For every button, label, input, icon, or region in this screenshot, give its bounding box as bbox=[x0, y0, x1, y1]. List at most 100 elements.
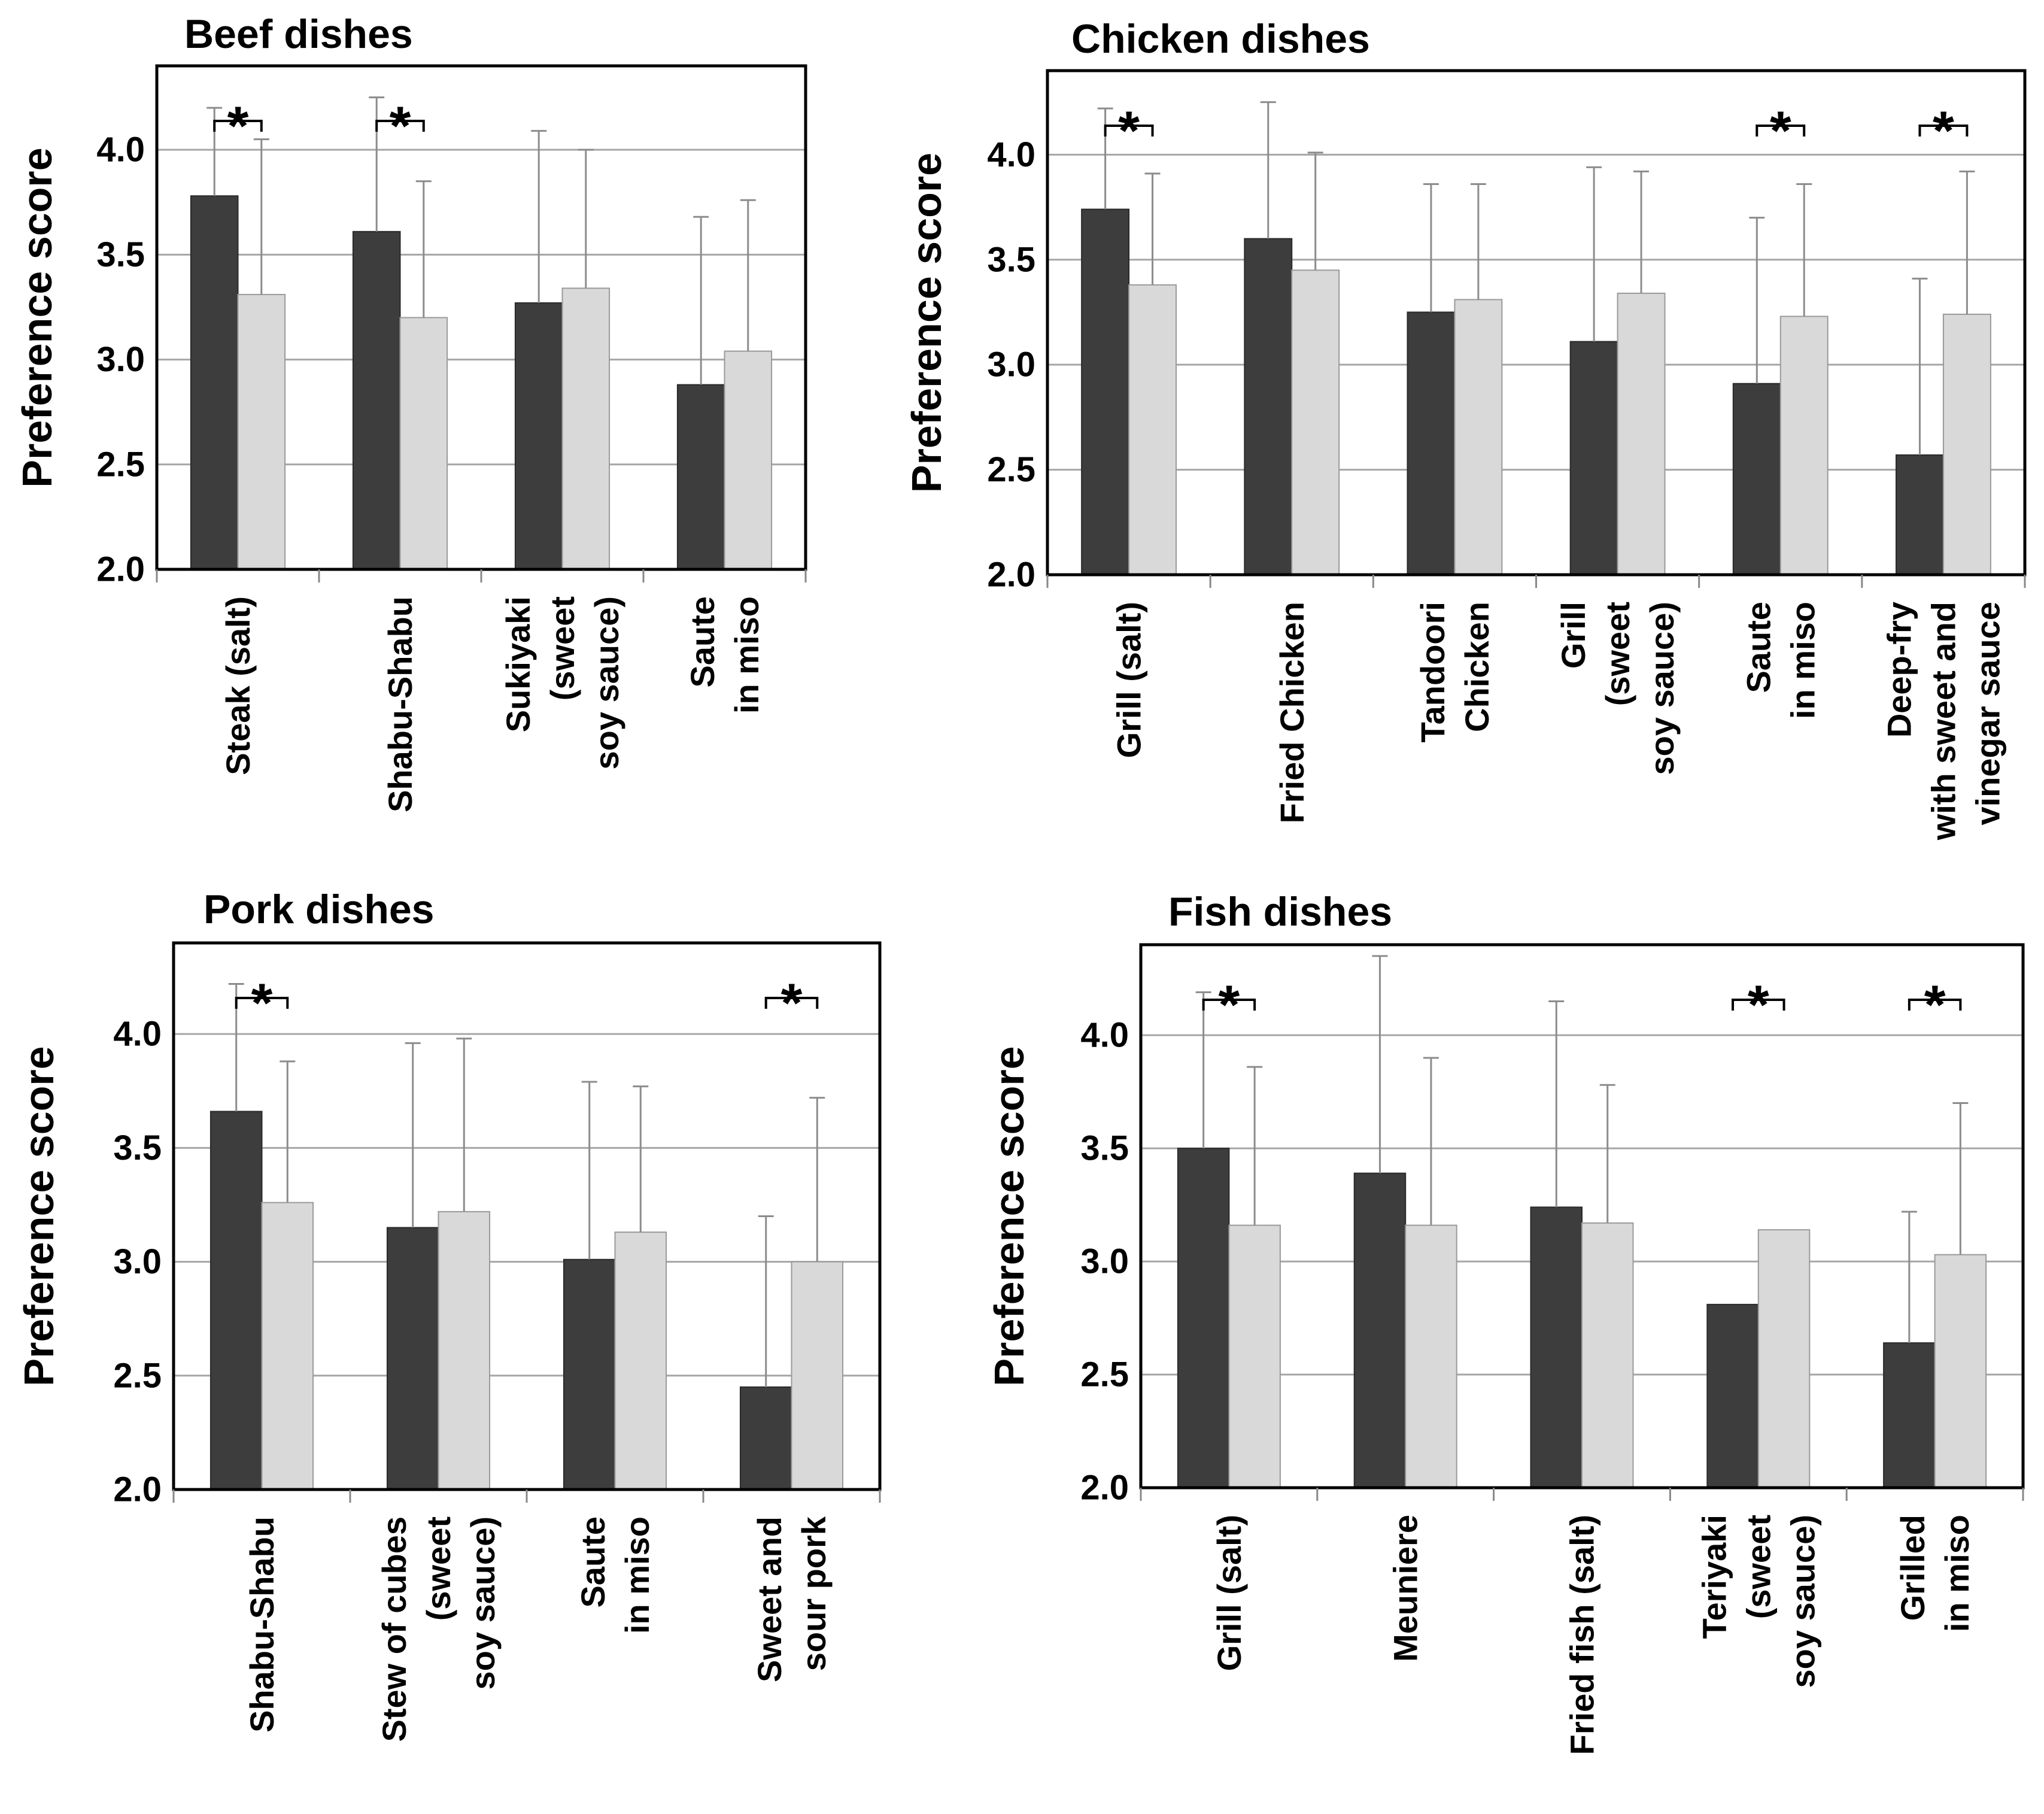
significance-star: * bbox=[1933, 101, 1954, 162]
bar-series1 bbox=[1883, 1342, 1936, 1488]
x-tick-label: in miso bbox=[728, 596, 766, 714]
x-tick-label: Stew of cubes bbox=[375, 1516, 413, 1742]
y-tick-label: 2.5 bbox=[987, 450, 1035, 489]
y-tick-label: 2.5 bbox=[96, 445, 145, 484]
y-tick-label: 4.0 bbox=[987, 135, 1035, 174]
bar-series1 bbox=[1530, 1206, 1583, 1488]
bar-series1 bbox=[1081, 208, 1130, 575]
y-tick-label: 4.0 bbox=[1080, 1016, 1129, 1055]
x-tick-label: (sweet bbox=[543, 596, 581, 700]
significance-star: * bbox=[390, 96, 411, 157]
bar-series1 bbox=[1244, 238, 1293, 575]
x-tick-label: vinegar sauce bbox=[1969, 602, 2006, 826]
bar-series2 bbox=[261, 1202, 314, 1491]
bar-series2 bbox=[1934, 1254, 1987, 1489]
bar-series1 bbox=[1569, 341, 1618, 575]
significance-bracket bbox=[1104, 125, 1154, 136]
plot-frame bbox=[1046, 69, 2027, 577]
x-tick-label: Sweet and bbox=[751, 1516, 788, 1682]
significance-bracket bbox=[1732, 999, 1785, 1011]
x-tick-label: soy sauce) bbox=[588, 596, 625, 770]
significance-bracket bbox=[1918, 125, 1969, 136]
x-tick-label: Shabu-Shabu bbox=[381, 596, 419, 812]
x-tick-label: Grill (salt) bbox=[1110, 602, 1148, 758]
chart-title: Fish dishes bbox=[1168, 889, 1392, 935]
bar-series1 bbox=[739, 1386, 792, 1490]
y-tick-label: 3.0 bbox=[96, 340, 145, 379]
bar-series2 bbox=[614, 1231, 667, 1490]
x-tick-label: Chicken bbox=[1458, 602, 1496, 732]
x-tick-label: soy sauce) bbox=[1784, 1515, 1821, 1688]
x-tick-label: with sweet and bbox=[1924, 602, 1962, 841]
x-tick-label: Teriyaki bbox=[1695, 1515, 1733, 1639]
bar-series2 bbox=[1779, 316, 1829, 575]
bar-series2 bbox=[791, 1261, 844, 1490]
bar-series2 bbox=[399, 317, 448, 570]
significance-star: * bbox=[1218, 975, 1240, 1036]
chart-panel-2: Pork dishes Preference score 2.0 2.5 3.0 3.5 4… bbox=[16, 887, 882, 1742]
bar-series1 bbox=[190, 195, 239, 570]
y-axis-label: Preference score bbox=[903, 153, 950, 493]
bar-series2 bbox=[1128, 284, 1177, 575]
significance-star: * bbox=[1748, 975, 1769, 1036]
significance-bracket bbox=[1202, 999, 1256, 1011]
bar-series1 bbox=[386, 1227, 439, 1490]
y-tick-label: 2.0 bbox=[96, 550, 145, 589]
significance-bracket bbox=[235, 997, 289, 1009]
significance-bracket bbox=[375, 120, 425, 132]
chart-title: Chicken dishes bbox=[1071, 16, 1370, 62]
x-tick-label: Deep-fry bbox=[1880, 602, 1918, 738]
significance-bracket bbox=[213, 120, 263, 132]
bar-series2 bbox=[1757, 1229, 1811, 1489]
y-tick-label: 3.0 bbox=[987, 345, 1035, 384]
x-tick-label: Steak (salt) bbox=[219, 596, 257, 775]
chart-title: Beef dishes bbox=[184, 11, 413, 57]
x-tick-label: Grilled bbox=[1894, 1515, 1931, 1621]
chart-title: Pork dishes bbox=[204, 887, 435, 932]
chart-panel-0: Beef dishes Preference score 2.0 2.5 3.0 3.5 4… bbox=[14, 11, 807, 812]
y-axis-label: Preference score bbox=[14, 147, 60, 487]
bar-series2 bbox=[1405, 1224, 1457, 1489]
bar-series1 bbox=[563, 1258, 616, 1490]
y-tick-label: 3.0 bbox=[1080, 1242, 1129, 1281]
chart-panel-1: Chicken dishes Preference score 2.0 2.5 3.0 3… bbox=[903, 16, 2027, 841]
y-tick-label: 4.0 bbox=[96, 131, 145, 169]
y-axis-label: Preference score bbox=[986, 1046, 1032, 1386]
x-tick-label: Grill bbox=[1554, 602, 1592, 669]
bar-series2 bbox=[561, 287, 611, 570]
significance-star: * bbox=[781, 973, 803, 1034]
significance-bracket bbox=[1908, 999, 1962, 1011]
bar-series1 bbox=[514, 302, 563, 570]
bar-series1 bbox=[352, 230, 401, 570]
bar-series1 bbox=[1177, 1148, 1230, 1488]
bar-series2 bbox=[1617, 292, 1666, 575]
bar-series2 bbox=[1942, 313, 1991, 575]
bar-series2 bbox=[438, 1211, 491, 1491]
x-tick-label: (sweet bbox=[1599, 602, 1636, 706]
x-tick-label: Sukiyaki bbox=[499, 596, 537, 732]
y-tick-label: 2.5 bbox=[113, 1356, 162, 1395]
x-tick-label: Saute bbox=[1739, 602, 1777, 693]
bar-series1 bbox=[209, 1111, 263, 1490]
chart-panel-3: Fish dishes Preference score 2.0 2.5 3.0 3.5 4… bbox=[986, 889, 2025, 1755]
x-tick-label: Saute bbox=[684, 596, 721, 688]
x-tick-label: soy sauce) bbox=[464, 1516, 502, 1690]
y-tick-label: 3.5 bbox=[987, 240, 1035, 279]
bar-series2 bbox=[1228, 1224, 1281, 1489]
y-tick-label: 2.0 bbox=[113, 1470, 162, 1509]
bar-series2 bbox=[724, 350, 773, 570]
plot-frame bbox=[1139, 943, 2025, 1490]
x-tick-label: Fried fish (salt) bbox=[1563, 1515, 1601, 1755]
y-tick-label: 3.0 bbox=[113, 1242, 162, 1281]
bar-series1 bbox=[1732, 383, 1781, 575]
bar-series2 bbox=[1291, 269, 1340, 575]
y-tick-label: 2.5 bbox=[1080, 1355, 1129, 1394]
bar-series1 bbox=[676, 384, 725, 571]
y-tick-label: 4.0 bbox=[113, 1015, 162, 1054]
x-tick-label: (sweet bbox=[420, 1516, 457, 1621]
x-tick-label: Shabu-Shabu bbox=[243, 1516, 281, 1733]
x-tick-label: in miso bbox=[618, 1516, 656, 1634]
y-tick-label: 2.0 bbox=[987, 556, 1035, 594]
significance-star: * bbox=[1118, 101, 1140, 162]
